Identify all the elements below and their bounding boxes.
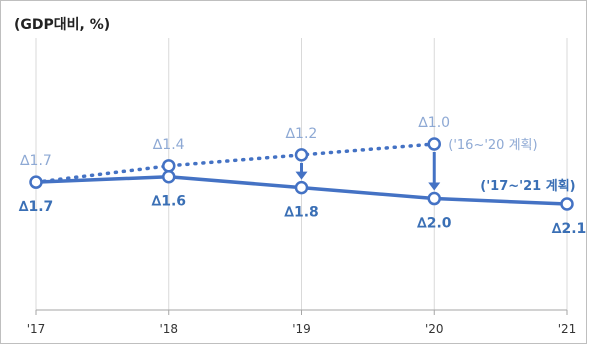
arrow-head: [295, 171, 308, 180]
plan-point: [294, 148, 309, 162]
x-tick-label: '18: [159, 322, 178, 336]
x-tick-label: '19: [292, 322, 311, 336]
actual-data-label: ∆2.1: [552, 221, 587, 237]
x-tick-label: '21: [558, 322, 577, 336]
actual-data-label: ∆1.7: [19, 199, 54, 215]
plan-data-label: ∆1.4: [152, 137, 185, 153]
unit-label: (GDP대비, %): [14, 17, 111, 33]
plan-series-line: [34, 142, 436, 184]
arrow-head: [428, 182, 441, 191]
actual-data-label: ∆1.6: [151, 194, 186, 210]
actual-point: [560, 197, 574, 211]
x-tick-label: '17: [27, 322, 46, 336]
plan-data-label: ∆1.0: [417, 115, 450, 131]
plan-data-label: ∆1.7: [19, 153, 52, 169]
actual-data-label: ∆1.8: [284, 205, 319, 221]
actual-point: [427, 191, 441, 206]
plan-point: [162, 159, 176, 173]
actual-point: [29, 175, 43, 189]
x-tick-label: '20: [425, 322, 444, 336]
actual-point: [162, 169, 176, 184]
actual-point: [294, 180, 309, 195]
actual-series-name: ('17~'21 계획): [480, 178, 575, 194]
plan-point: [427, 137, 441, 151]
plan-series-name: ('16~'20 계획): [448, 138, 537, 153]
actual-data-label: ∆2.0: [417, 216, 452, 232]
plan-data-label: ∆1.2: [285, 126, 318, 142]
